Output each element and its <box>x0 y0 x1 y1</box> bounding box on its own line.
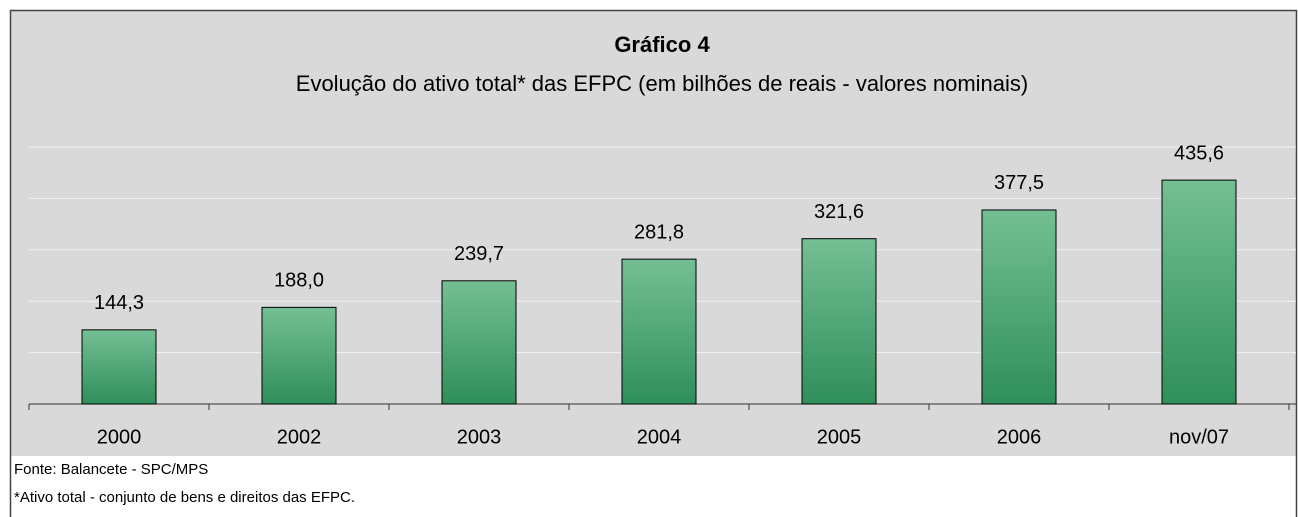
chart-frame <box>9 9 1298 517</box>
data-label: 144,3 <box>94 292 144 314</box>
chart-subtitle: Evolução do ativo total* das EFPC (em bi… <box>296 71 1028 96</box>
bar <box>621 258 697 405</box>
x-tick-label: 2003 <box>457 426 502 448</box>
bar <box>981 209 1057 405</box>
data-label: 377,5 <box>994 172 1044 194</box>
x-tick-label: 2004 <box>637 426 682 448</box>
footnote: *Ativo total - conjunto de bens e direit… <box>14 489 355 506</box>
data-label: 321,6 <box>814 201 864 223</box>
x-tick-label: nov/07 <box>1169 426 1229 448</box>
bar <box>801 238 877 405</box>
data-label: 281,8 <box>634 221 684 243</box>
bar <box>81 329 157 405</box>
data-label: 188,0 <box>274 270 324 292</box>
x-tick-label: 2005 <box>817 426 862 448</box>
x-tick-label: 2002 <box>277 426 322 448</box>
source-note: Fonte: Balancete - SPC/MPS <box>14 461 208 478</box>
chart-title: Gráfico 4 <box>614 32 710 57</box>
data-label: 239,7 <box>454 243 504 265</box>
bar <box>1161 179 1237 405</box>
data-label: 435,6 <box>1174 142 1224 164</box>
x-tick-label: 2006 <box>997 426 1042 448</box>
x-tick-label: 2000 <box>97 426 142 448</box>
bar <box>441 280 517 405</box>
bar <box>261 306 337 405</box>
